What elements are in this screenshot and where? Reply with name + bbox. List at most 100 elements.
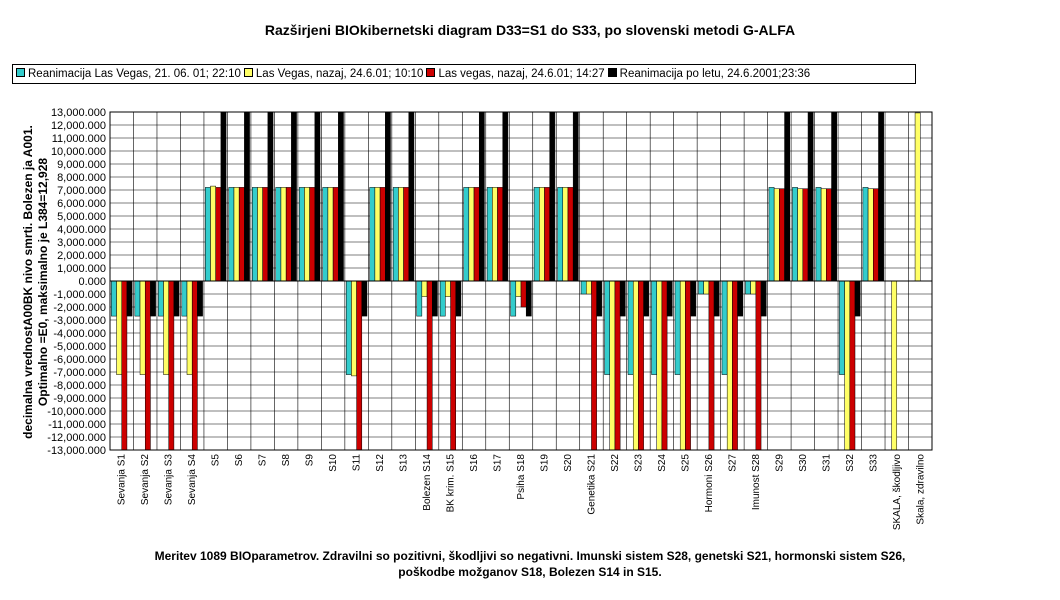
- x-tick-label: S24: [657, 454, 668, 472]
- x-tick-label: BK krim. S15: [446, 454, 457, 513]
- bar: [314, 111, 321, 282]
- bar: [708, 280, 715, 451]
- y-tick-label: -2,000.000: [53, 302, 106, 314]
- x-tick-label: S31: [821, 454, 832, 472]
- bar: [220, 111, 227, 282]
- bar: [463, 187, 470, 282]
- bar: [755, 280, 762, 451]
- x-tick-label: Hormoni S26: [704, 454, 715, 513]
- bar: [275, 187, 282, 282]
- x-tick-label: S17: [493, 454, 504, 472]
- x-tick-label: Sevanja S2: [140, 454, 151, 506]
- bar: [338, 111, 344, 282]
- legend-item: Las vegas, nazaj, 24.6.01; 14:27: [426, 65, 605, 83]
- bar: [609, 280, 616, 451]
- bar: [186, 280, 193, 375]
- bar: [797, 188, 804, 282]
- bar: [750, 280, 757, 295]
- bar: [379, 187, 386, 282]
- bar: [356, 280, 363, 451]
- x-tick-label: S12: [375, 454, 386, 472]
- bar: [773, 188, 780, 282]
- bar: [361, 280, 368, 317]
- x-tick-label: S30: [798, 454, 809, 472]
- bar: [815, 187, 822, 282]
- y-tick-label: 5,000.000: [57, 211, 106, 223]
- bar: [408, 111, 415, 282]
- bar: [298, 187, 305, 282]
- y-tick-label: -11,000.000: [48, 419, 106, 431]
- plot-border: [109, 111, 933, 451]
- y-tick-label: 1,000.000: [57, 263, 106, 275]
- x-tick-label: Sevanja S4: [187, 454, 198, 506]
- bar: [614, 280, 621, 451]
- bar: [604, 280, 610, 375]
- y-tick-label: 11,000.000: [52, 133, 106, 145]
- bar: [502, 111, 509, 282]
- legend-swatch: [243, 68, 253, 77]
- bar: [839, 280, 845, 375]
- bar: [619, 280, 626, 317]
- bar: [392, 187, 399, 282]
- bar: [173, 280, 180, 317]
- bar: [549, 111, 556, 282]
- bar: [455, 280, 462, 317]
- bar: [121, 280, 128, 451]
- legend-label: Las Vegas, nazaj, 24.6.01; 10:10: [255, 68, 424, 80]
- y-tick-label: 0.000: [78, 276, 106, 288]
- bar: [168, 280, 175, 451]
- bar: [369, 187, 376, 282]
- x-tick-label: S29: [774, 454, 785, 472]
- x-tick-label: S16: [469, 454, 480, 472]
- bar: [661, 280, 668, 451]
- bar: [651, 280, 657, 375]
- bar: [703, 280, 710, 295]
- bar: [327, 187, 334, 282]
- y-tick-label: -5,000.000: [53, 341, 106, 353]
- bar: [685, 280, 691, 451]
- bar: [768, 187, 775, 282]
- bar: [873, 188, 879, 282]
- bar: [291, 111, 297, 282]
- bar: [557, 187, 564, 282]
- x-tick-label: S6: [234, 454, 245, 467]
- bar: [627, 280, 634, 375]
- x-tick-label: Imunost S28: [751, 454, 762, 511]
- bar: [867, 188, 874, 282]
- bar: [679, 280, 686, 451]
- y-tick-label: -8,000.000: [53, 380, 106, 392]
- legend-label: Reanimacija po letu, 24.6.2001;23:36: [619, 68, 811, 80]
- bar: [525, 280, 532, 317]
- bar: [666, 280, 673, 317]
- x-tick-label: Psiha S18: [516, 454, 527, 500]
- bars: [111, 111, 921, 451]
- bar: [878, 111, 884, 282]
- bar: [244, 111, 250, 282]
- x-tick-label: S9: [305, 454, 316, 467]
- bar: [632, 280, 639, 451]
- bar: [351, 280, 357, 377]
- bar: [831, 111, 837, 282]
- y-tick-label: 6,000.000: [57, 198, 106, 210]
- x-tick-label: S20: [563, 454, 574, 472]
- bar: [445, 280, 451, 297]
- bar: [439, 280, 446, 317]
- bar: [674, 280, 681, 375]
- bar: [215, 187, 222, 282]
- x-tick-label: Genetika S21: [586, 454, 597, 515]
- caption-line-2: poškodbe možganov S18, Bolezen S14 in S1…: [398, 565, 662, 579]
- y-tick-label: 10,000.000: [51, 146, 106, 158]
- legend-swatch: [607, 68, 617, 77]
- x-tick-label: S22: [610, 454, 621, 472]
- bar: [332, 187, 339, 282]
- bar: [862, 187, 869, 282]
- legend-swatch: [426, 68, 436, 77]
- bar: [572, 111, 579, 282]
- bar: [210, 185, 216, 282]
- bar: [745, 280, 751, 295]
- bar: [309, 187, 316, 282]
- y-tick-label: 12,000.000: [51, 120, 106, 132]
- bar: [510, 280, 517, 317]
- bar: [726, 280, 733, 451]
